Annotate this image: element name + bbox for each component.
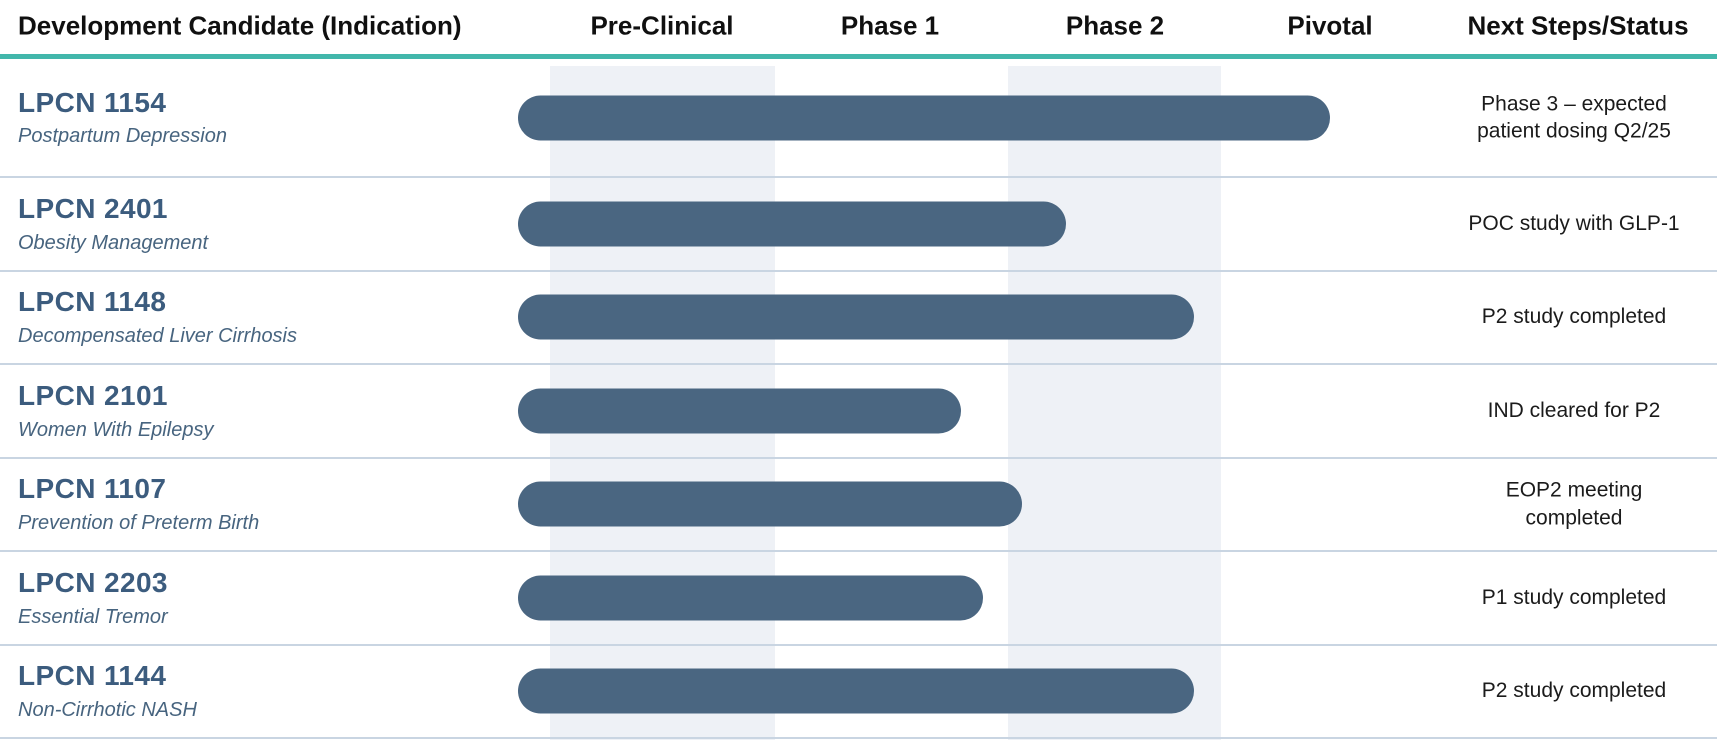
phase-progress-bar [518,294,1194,340]
candidate-name: LPCN 1107 [18,473,167,505]
candidate-cell: LPCN 2401 Obesity Management [18,192,209,254]
status-text: EOP2 meeting completed [1505,478,1643,530]
candidate-indication: Non-Cirrhotic NASH [18,699,197,722]
candidate-indication: Obesity Management [18,231,209,254]
pipeline-row: LPCN 1107 Prevention of Preterm Birth EO… [0,459,1717,552]
header-row: Development Candidate (Indication) Pre-C… [0,0,1717,54]
candidate-cell: LPCN 2203 Essential Tremor [18,566,168,628]
candidate-cell: LPCN 2101 Women With Epilepsy [18,379,214,441]
candidate-cell: LPCN 1144 Non-Cirrhotic NASH [18,660,197,722]
candidate-name: LPCN 1154 [18,86,167,118]
candidate-cell: LPCN 1148 Decompensated Liver Cirrhosis [18,286,298,348]
status-text: P2 study completed [1481,305,1667,329]
candidate-cell: LPCN 1107 Prevention of Preterm Birth [18,473,260,535]
header-column-phase-1: Phase 1 [840,10,940,41]
phase-progress-bar [518,201,1066,247]
phase-progress-bar [518,668,1194,714]
candidate-indication: Decompensated Liver Cirrhosis [18,325,298,348]
header-candidate-label: Development Candidate (Indication) [18,10,462,41]
candidate-name: LPCN 2203 [18,566,168,598]
phase-progress-bar [518,575,983,621]
pipeline-row: LPCN 1144 Non-Cirrhotic NASH P2 study co… [0,646,1717,739]
rows: LPCN 1154 Postpartum Depression Phase 3 … [0,59,1717,739]
pipeline-row: LPCN 2401 Obesity Management POC study w… [0,178,1717,272]
header-column-phase-2: Phase 2 [1065,10,1165,41]
status-text: IND cleared for P2 [1487,398,1661,422]
header-column-pre-clinical: Pre-Clinical [590,10,734,41]
status-text: POC study with GLP-1 [1468,211,1680,235]
candidate-indication: Women With Epilepsy [18,418,214,441]
candidate-name: LPCN 1148 [18,286,167,318]
phase-progress-bar [518,481,1022,527]
candidate-indication: Prevention of Preterm Birth [18,512,260,535]
candidate-indication: Postpartum Depression [18,125,227,148]
header-column-status: Next Steps/Status [1467,10,1689,41]
status-text: P1 study completed [1481,585,1667,609]
phase-progress-bar [518,95,1330,140]
candidate-name: LPCN 2401 [18,192,168,224]
header-divider-rule [0,54,1717,59]
phase-progress-bar [518,388,961,434]
candidate-indication: Essential Tremor [18,605,168,628]
candidate-name: LPCN 2101 [18,379,168,411]
candidate-name: LPCN 1144 [18,660,167,692]
header-column-pivotal: Pivotal [1287,10,1373,41]
column-stripe-phase-2 [1008,66,1221,740]
status-text: Phase 3 – expected patient dosing Q2/25 [1477,91,1671,143]
candidate-cell: LPCN 1154 Postpartum Depression [18,86,227,148]
pipeline-row: LPCN 2101 Women With Epilepsy IND cleare… [0,365,1717,459]
pipeline-row: LPCN 2203 Essential Tremor P1 study comp… [0,552,1717,646]
pipeline-row: LPCN 1154 Postpartum Depression Phase 3 … [0,59,1717,178]
pipeline-row: LPCN 1148 Decompensated Liver Cirrhosis … [0,272,1717,365]
status-text: P2 study completed [1481,679,1667,703]
